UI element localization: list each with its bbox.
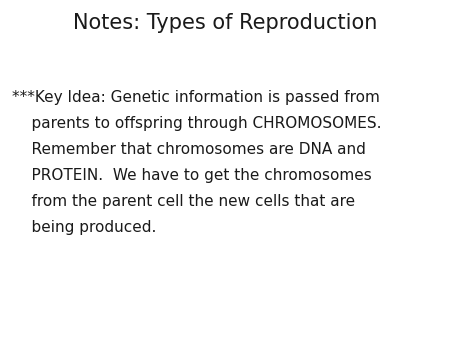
Text: parents to offspring through CHROMOSOMES.: parents to offspring through CHROMOSOMES… [12,116,382,131]
Text: PROTEIN.  We have to get the chromosomes: PROTEIN. We have to get the chromosomes [12,168,372,183]
Text: being produced.: being produced. [12,220,157,235]
Text: Notes: Types of Reproduction: Notes: Types of Reproduction [73,13,377,33]
Text: Remember that chromosomes are DNA and: Remember that chromosomes are DNA and [12,142,366,157]
Text: from the parent cell the new cells that are: from the parent cell the new cells that … [12,194,355,209]
Text: ***Key Idea: Genetic information is passed from: ***Key Idea: Genetic information is pass… [12,90,380,105]
